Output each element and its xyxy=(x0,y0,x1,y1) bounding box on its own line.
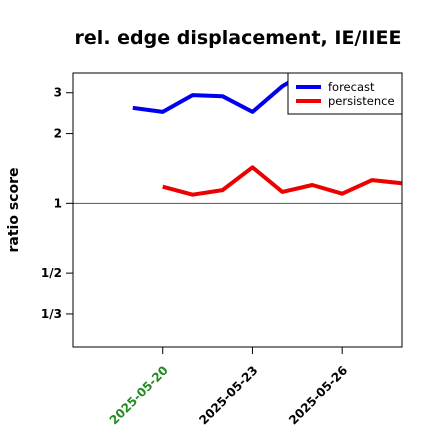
y-tick-label: 1/2 xyxy=(41,266,62,280)
plot-frame xyxy=(72,72,403,348)
y-axis-ticks: 1/3 1/2 1 2 3 xyxy=(41,86,73,321)
series-line-persistence xyxy=(162,165,402,197)
legend-label-forecast: forecast xyxy=(328,80,375,94)
series-line-forecast xyxy=(132,73,310,114)
x-tick-label: 2025-05-23 xyxy=(196,363,260,427)
y-axis-label: ratio score xyxy=(6,168,22,253)
legend-label-persistence: persistence xyxy=(328,94,395,108)
y-tick-label: 3 xyxy=(54,86,62,100)
x-tick-label: 2025-05-20 xyxy=(107,363,171,427)
y-tick-label: 1 xyxy=(54,196,62,210)
y-tick-label: 1/3 xyxy=(41,307,62,321)
legend-box xyxy=(287,72,403,115)
chart-title: rel. edge displacement, IE/IIEE xyxy=(75,27,402,49)
y-tick-label: 2 xyxy=(54,127,62,141)
x-axis-ticks: 2025-05-20 2025-05-23 2025-05-26 xyxy=(107,347,350,427)
x-tick-label: 2025-05-26 xyxy=(286,363,350,427)
series-group xyxy=(132,73,402,197)
